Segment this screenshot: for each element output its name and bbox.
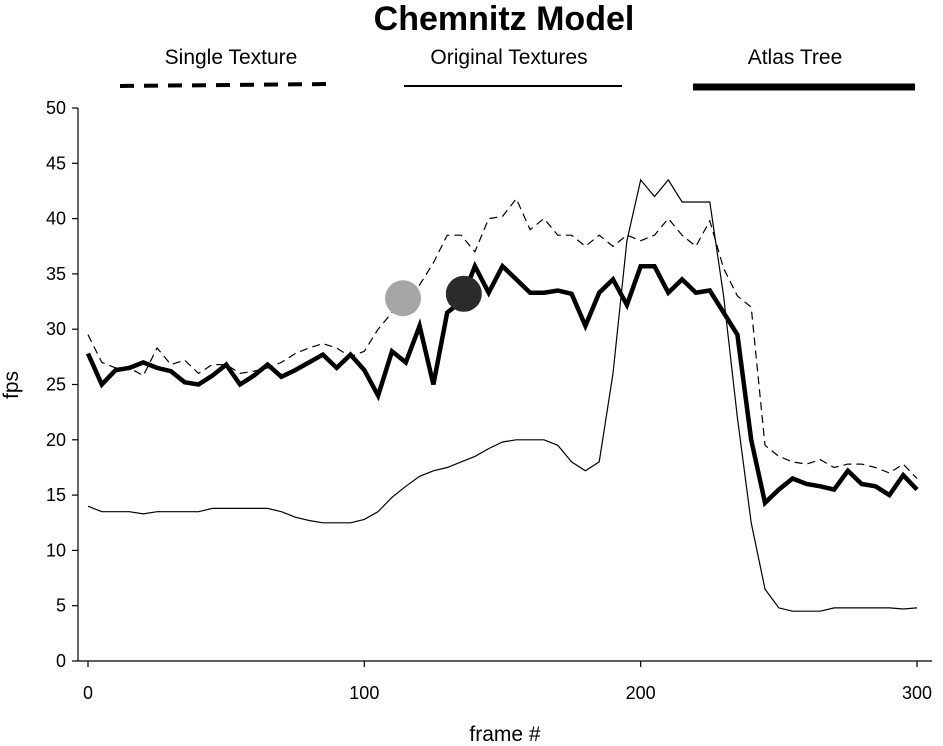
y-tick-label: 45 <box>46 153 66 173</box>
y-tick-label: 0 <box>56 651 66 671</box>
marker-layer <box>385 275 482 317</box>
y-ticks: 0 5 10 15 20 25 30 35 40 45 50 <box>46 98 78 671</box>
legend-line-single-texture <box>119 82 333 88</box>
y-tick-label: 15 <box>46 485 66 505</box>
x-ticks: 0 100 200 300 <box>83 661 932 703</box>
x-tick-label: 0 <box>83 683 93 703</box>
y-tick-label: 10 <box>46 540 66 560</box>
y-tick-label: 30 <box>46 319 66 339</box>
x-tick-label: 300 <box>902 683 932 703</box>
y-tick-label: 25 <box>46 375 66 395</box>
legend: Single Texture Original Textures Atlas T… <box>119 46 915 91</box>
series-line-atlas-tree <box>85 260 919 508</box>
chart-title: Chemnitz Model <box>374 0 635 38</box>
y-tick-label: 20 <box>46 430 66 450</box>
series-line-original-textures <box>87 178 918 612</box>
x-tick-label: 200 <box>626 683 656 703</box>
dark-gray-marker <box>445 275 482 312</box>
y-axis-label: fps <box>0 371 23 399</box>
legend-label-single-texture: Single Texture <box>165 46 298 69</box>
series-layer <box>85 178 919 612</box>
y-tick-label: 50 <box>46 98 66 118</box>
light-gray-marker <box>385 280 422 317</box>
legend-label-atlas-tree: Atlas Tree <box>748 46 843 69</box>
y-tick-label: 35 <box>46 264 66 284</box>
x-axis-label: frame # <box>469 723 541 746</box>
plot-area: 0 5 10 15 20 25 30 35 40 45 50 0 100 200 300 <box>46 98 932 703</box>
series-line-single-texture <box>87 197 918 479</box>
legend-label-original-textures: Original Textures <box>430 46 587 69</box>
y-tick-label: 5 <box>56 596 66 616</box>
x-tick-label: 100 <box>349 683 379 703</box>
y-tick-label: 40 <box>46 209 66 229</box>
